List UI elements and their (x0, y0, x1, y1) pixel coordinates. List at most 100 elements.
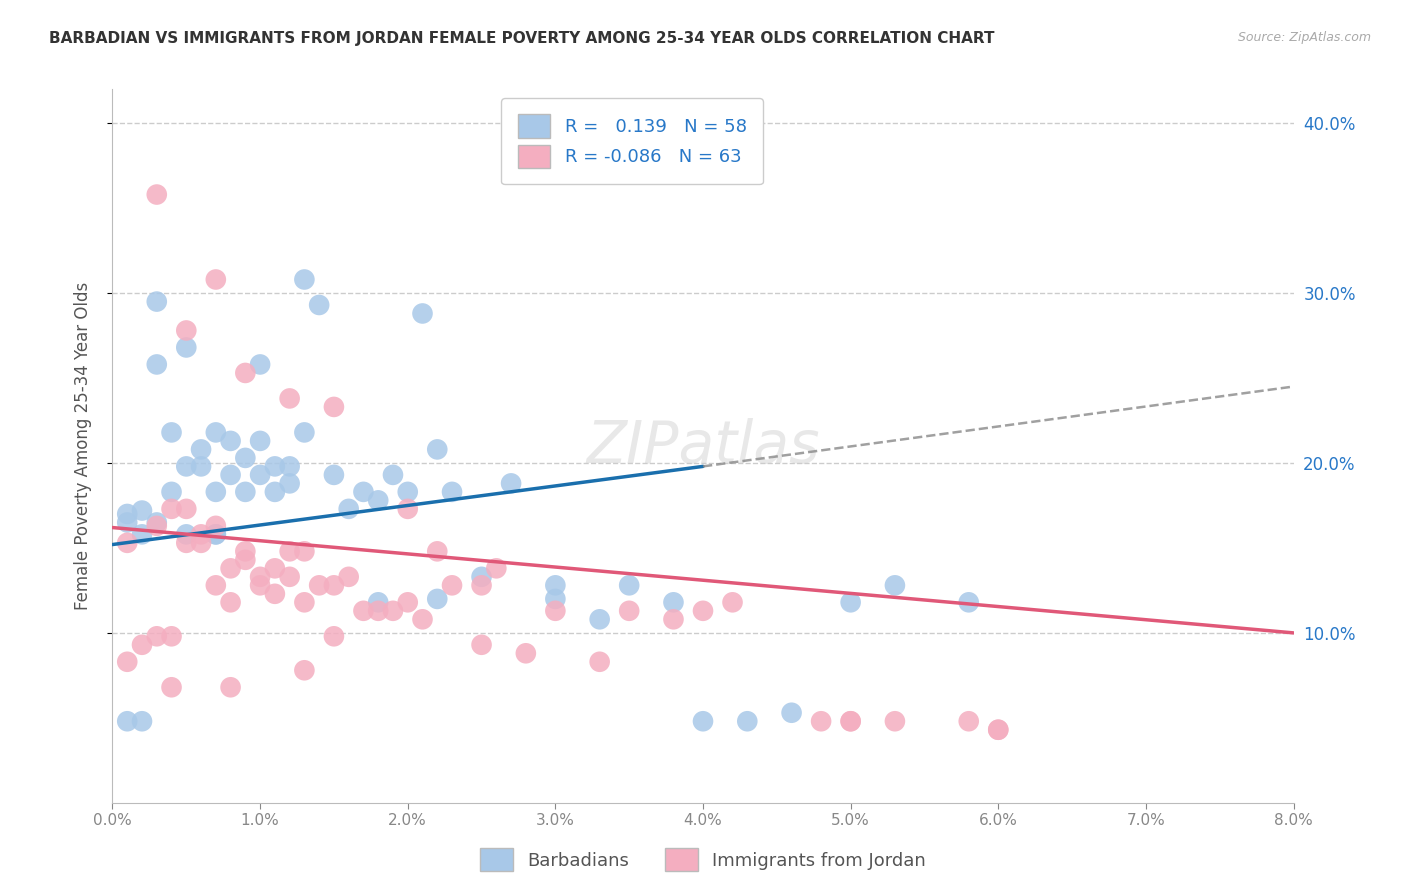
Point (233, 544, 256, 558)
Point (367, 595, 389, 609)
Point (692, 604, 714, 618)
Point (412, 306, 434, 320)
Point (160, 629, 183, 643)
Point (174, 501, 197, 516)
Point (810, 714, 832, 729)
Point (219, 680, 242, 694)
Point (117, 655, 138, 669)
Point (174, 536, 197, 550)
Point (292, 595, 315, 609)
Legend: R =   0.139   N = 58, R = -0.086   N = 63: R = 0.139 N = 58, R = -0.086 N = 63 (502, 98, 763, 185)
Point (441, 484, 464, 499)
Point (471, 570, 494, 584)
Point (160, 501, 183, 516)
Point (205, 527, 228, 541)
Point (117, 516, 138, 530)
Point (249, 434, 271, 448)
Point (249, 570, 271, 584)
Point (131, 503, 153, 517)
Point (160, 484, 183, 499)
Point (278, 476, 301, 491)
Point (233, 484, 256, 499)
Point (160, 425, 183, 440)
Point (501, 476, 523, 491)
Point (292, 544, 315, 558)
Point (323, 578, 346, 592)
Point (544, 578, 567, 592)
Point (131, 638, 153, 652)
Point (278, 459, 301, 474)
Point (131, 714, 153, 729)
Point (367, 604, 389, 618)
Point (190, 527, 212, 541)
Point (884, 714, 907, 729)
Point (205, 425, 228, 440)
Point (367, 493, 389, 508)
Point (737, 714, 759, 729)
Point (352, 484, 374, 499)
Point (160, 680, 183, 694)
Point (619, 578, 641, 592)
Point (292, 272, 315, 286)
Point (588, 655, 610, 669)
Point (278, 392, 301, 406)
Point (205, 578, 228, 592)
Point (544, 591, 567, 606)
Point (174, 459, 197, 474)
Point (337, 570, 360, 584)
Point (264, 587, 287, 601)
Text: Source: ZipAtlas.com: Source: ZipAtlas.com (1237, 31, 1371, 45)
Point (780, 706, 803, 720)
Point (382, 467, 405, 482)
Point (588, 612, 610, 626)
Point (957, 714, 980, 729)
Point (146, 516, 169, 530)
Point (249, 467, 271, 482)
Y-axis label: Female Poverty Among 25-34 Year Olds: Female Poverty Among 25-34 Year Olds (73, 282, 91, 610)
Point (662, 595, 685, 609)
Point (471, 578, 494, 592)
Point (117, 507, 138, 521)
Point (426, 591, 449, 606)
Point (174, 323, 197, 337)
Point (396, 501, 419, 516)
Point (205, 484, 228, 499)
Point (190, 536, 212, 550)
Point (619, 604, 641, 618)
Point (987, 723, 1010, 737)
Point (190, 442, 212, 457)
Point (219, 434, 242, 448)
Point (219, 595, 242, 609)
Point (441, 578, 464, 592)
Point (515, 646, 537, 660)
Text: ZIPatlas: ZIPatlas (586, 417, 820, 475)
Point (692, 714, 714, 729)
Point (337, 501, 360, 516)
Point (146, 519, 169, 533)
Point (292, 663, 315, 677)
Point (117, 536, 138, 550)
Point (146, 358, 169, 372)
Point (323, 400, 346, 414)
Point (352, 604, 374, 618)
Point (219, 561, 242, 575)
Point (396, 484, 419, 499)
Point (382, 604, 405, 618)
Point (426, 442, 449, 457)
Point (839, 595, 862, 609)
Point (426, 544, 449, 558)
Point (233, 450, 256, 465)
Text: BARBADIAN VS IMMIGRANTS FROM JORDAN FEMALE POVERTY AMONG 25-34 YEAR OLDS CORRELA: BARBADIAN VS IMMIGRANTS FROM JORDAN FEMA… (49, 31, 994, 46)
Point (233, 553, 256, 567)
Point (205, 519, 228, 533)
Point (308, 578, 330, 592)
Point (396, 595, 419, 609)
Point (412, 612, 434, 626)
Point (205, 527, 228, 541)
Point (264, 561, 287, 575)
Point (278, 570, 301, 584)
Point (146, 294, 169, 309)
Point (323, 467, 346, 482)
Point (839, 714, 862, 729)
Point (264, 459, 287, 474)
